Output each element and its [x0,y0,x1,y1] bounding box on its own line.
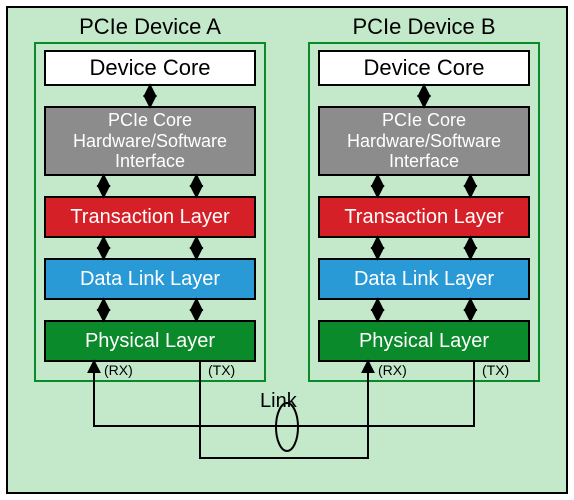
device-a-tx-label: (TX) [208,362,235,378]
device-a-dll-label: Data Link Layer [80,268,220,291]
device-b-iface: PCIe Core Hardware/Software Interface [318,106,530,176]
device-a-phy: Physical Layer [44,320,256,362]
diagram-canvas: PCIe Device A Device Core PCIe Core Hard… [0,0,574,500]
device-a-rx-label: (RX) [104,362,133,378]
device-a-tl-label: Transaction Layer [70,206,229,229]
device-a-phy-label: Physical Layer [85,330,215,353]
device-b-tl-label: Transaction Layer [344,206,503,229]
device-a-iface-label: PCIe Core Hardware/Software Interface [73,110,227,172]
device-a-core: Device Core [44,50,256,86]
device-b-iface-label: PCIe Core Hardware/Software Interface [347,110,501,172]
device-b-rx-label: (RX) [378,362,407,378]
device-b-core: Device Core [318,50,530,86]
device-b-core-label: Device Core [363,55,484,80]
device-b-tl: Transaction Layer [318,196,530,238]
device-b-dll: Data Link Layer [318,258,530,300]
link-label: Link [260,390,297,413]
device-b-phy-label: Physical Layer [359,330,489,353]
device-a-title: PCIe Device A [34,14,266,40]
device-a-dll: Data Link Layer [44,258,256,300]
device-b-title: PCIe Device B [308,14,540,40]
device-b-phy: Physical Layer [318,320,530,362]
device-b-tx-label: (TX) [482,362,509,378]
device-a-core-label: Device Core [89,55,210,80]
device-a-iface: PCIe Core Hardware/Software Interface [44,106,256,176]
device-a-tl: Transaction Layer [44,196,256,238]
device-b-dll-label: Data Link Layer [354,268,494,291]
